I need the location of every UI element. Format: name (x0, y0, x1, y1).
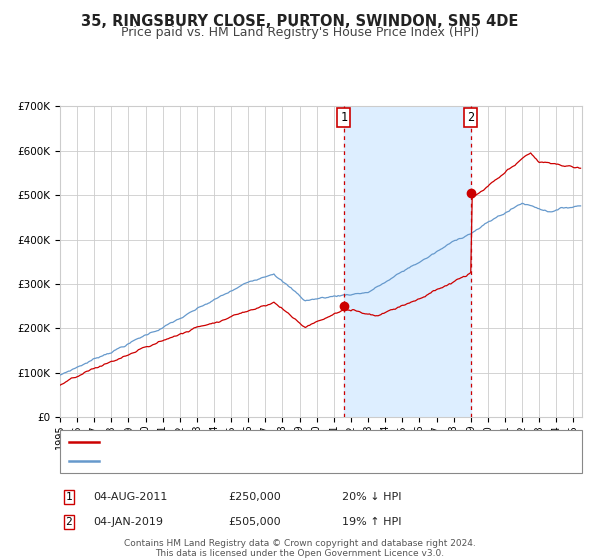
Text: £250,000: £250,000 (228, 492, 281, 502)
Text: 19% ↑ HPI: 19% ↑ HPI (342, 517, 401, 527)
Text: 04-JAN-2019: 04-JAN-2019 (93, 517, 163, 527)
Bar (344, 106, 471, 417)
Text: 20% ↓ HPI: 20% ↓ HPI (342, 492, 401, 502)
Text: 35, RINGSBURY CLOSE, PURTON, SWINDON, SN5 4DE (detached house): 35, RINGSBURY CLOSE, PURTON, SWINDON, SN… (103, 437, 502, 447)
Text: HPI: Average price, detached house, Wiltshire: HPI: Average price, detached house, Wilt… (103, 456, 358, 466)
Text: 35, RINGSBURY CLOSE, PURTON, SWINDON, SN5 4DE: 35, RINGSBURY CLOSE, PURTON, SWINDON, SN… (82, 14, 518, 29)
Text: Contains HM Land Registry data © Crown copyright and database right 2024.: Contains HM Land Registry data © Crown c… (124, 539, 476, 548)
Text: 1: 1 (65, 492, 73, 502)
Text: 1: 1 (340, 111, 347, 124)
Text: 2: 2 (467, 111, 475, 124)
Text: 2: 2 (65, 517, 73, 527)
Text: Price paid vs. HM Land Registry's House Price Index (HPI): Price paid vs. HM Land Registry's House … (121, 26, 479, 39)
Text: This data is licensed under the Open Government Licence v3.0.: This data is licensed under the Open Gov… (155, 549, 445, 558)
Text: £505,000: £505,000 (228, 517, 281, 527)
Text: 04-AUG-2011: 04-AUG-2011 (93, 492, 167, 502)
